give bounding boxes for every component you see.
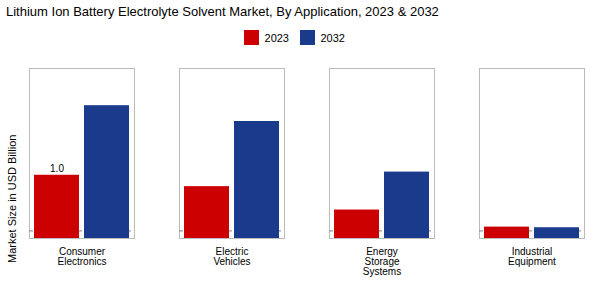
svg-text:ConsumerElectronics: ConsumerElectronics (58, 245, 107, 266)
html-text:Lithium Ion Battery Electrolyt: Lithium Ion Battery Electrolyte Solvent … (6, 4, 439, 19)
svg-text:ElectricVehicles: ElectricVehicles (213, 245, 250, 266)
html-text:Market Size in USD Billion: Market Size in USD Billion (6, 134, 18, 263)
svg-text:EnergyStorageSystems: EnergyStorageSystems (363, 245, 401, 276)
html-text:2023: 2023 (264, 31, 289, 44)
html-text:2032: 2032 (320, 31, 345, 44)
svg-text:IndustrialEquipment: IndustrialEquipment (508, 245, 556, 266)
svg-text:1.0: 1.0 (50, 163, 64, 174)
